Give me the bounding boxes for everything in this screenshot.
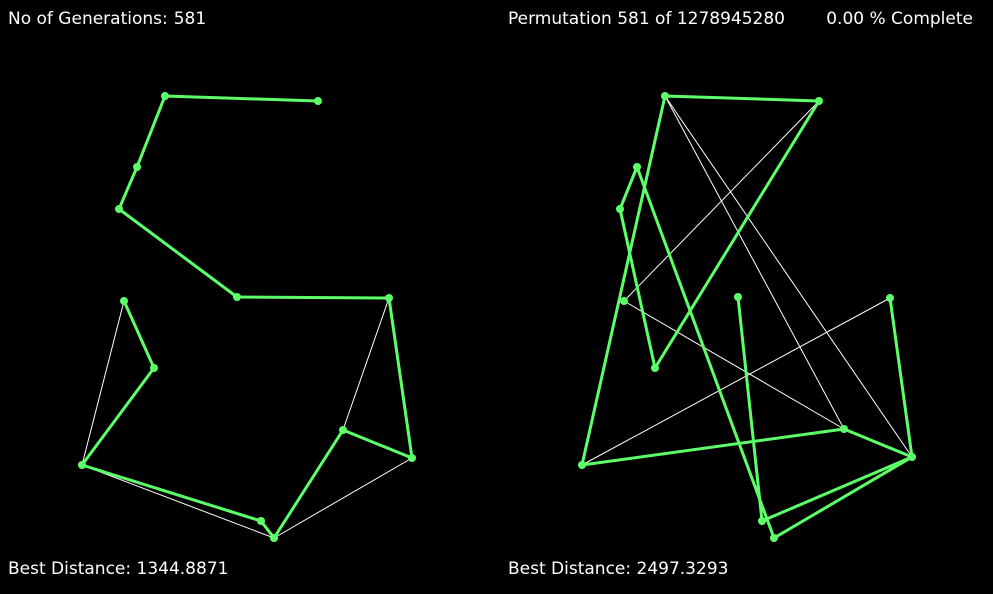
right-city-node bbox=[886, 294, 894, 302]
left-city-node bbox=[150, 364, 158, 372]
left-candidate-path bbox=[81, 297, 413, 539]
left-city-node bbox=[314, 97, 322, 105]
left-city-nodes bbox=[78, 92, 416, 542]
right-best-distance-value: 2497.3293 bbox=[636, 559, 729, 579]
left-city-node bbox=[78, 461, 86, 469]
right-city-node bbox=[661, 92, 669, 100]
left-candidate-segment bbox=[342, 297, 390, 431]
left-city-node bbox=[257, 517, 265, 525]
right-city-node bbox=[578, 461, 586, 469]
left-best-distance-value: 1344.8871 bbox=[136, 559, 229, 579]
right-city-node bbox=[651, 364, 659, 372]
right-city-node bbox=[633, 163, 641, 171]
right-city-node bbox=[908, 453, 916, 461]
right-best-distance-label: Best Distance: bbox=[508, 559, 632, 579]
left-candidate-segment bbox=[81, 464, 275, 539]
permutation-value: 581 bbox=[617, 9, 650, 29]
generations-value: 581 bbox=[173, 9, 207, 29]
left-city-node bbox=[161, 92, 169, 100]
right-candidate-segment bbox=[623, 100, 820, 302]
left-candidate-segment bbox=[81, 300, 125, 466]
right-city-node bbox=[620, 297, 628, 305]
left-best-path bbox=[80, 94, 414, 540]
permutation-of: of bbox=[655, 9, 672, 29]
left-city-node bbox=[385, 294, 393, 302]
right-city-node bbox=[758, 517, 766, 525]
left-city-node bbox=[133, 163, 141, 171]
completion-percent: 0.00 % Complete bbox=[826, 9, 973, 29]
left-city-node bbox=[233, 293, 241, 301]
left-city-node bbox=[270, 534, 278, 542]
left-city-node bbox=[408, 454, 416, 462]
right-candidate-segment bbox=[623, 300, 845, 430]
right-city-nodes bbox=[578, 92, 916, 542]
permutation-total: 1278945280 bbox=[676, 9, 786, 29]
left-best-distance-label: Best Distance: bbox=[8, 559, 132, 579]
right-city-node bbox=[734, 293, 742, 301]
right-candidate-segment bbox=[581, 297, 891, 466]
right-current-path bbox=[580, 94, 914, 540]
left-candidate-segment bbox=[273, 457, 413, 539]
right-candidate-segment bbox=[664, 95, 913, 458]
left-city-node bbox=[115, 205, 123, 213]
complete-suffix: % Complete bbox=[869, 9, 974, 29]
right-city-node bbox=[616, 205, 624, 213]
right-best-distance: Best Distance: 2497.3293 bbox=[508, 559, 728, 579]
right-city-node bbox=[770, 534, 778, 542]
complete-value: 0.00 bbox=[826, 9, 865, 29]
generations-counter: No of Generations: 581 bbox=[8, 9, 206, 29]
permutation-counter: Permutation 581 of 1278945280 bbox=[508, 9, 785, 29]
left-city-node bbox=[120, 297, 128, 305]
right-city-node bbox=[815, 97, 823, 105]
right-candidate-path bbox=[581, 95, 913, 466]
right-candidate-segment bbox=[664, 95, 845, 430]
left-best-distance: Best Distance: 1344.8871 bbox=[8, 559, 228, 579]
right-city-node bbox=[840, 425, 848, 433]
left-city-node bbox=[339, 426, 347, 434]
permutation-prefix: Permutation bbox=[508, 9, 612, 29]
generations-label: No of Generations: bbox=[8, 9, 168, 29]
